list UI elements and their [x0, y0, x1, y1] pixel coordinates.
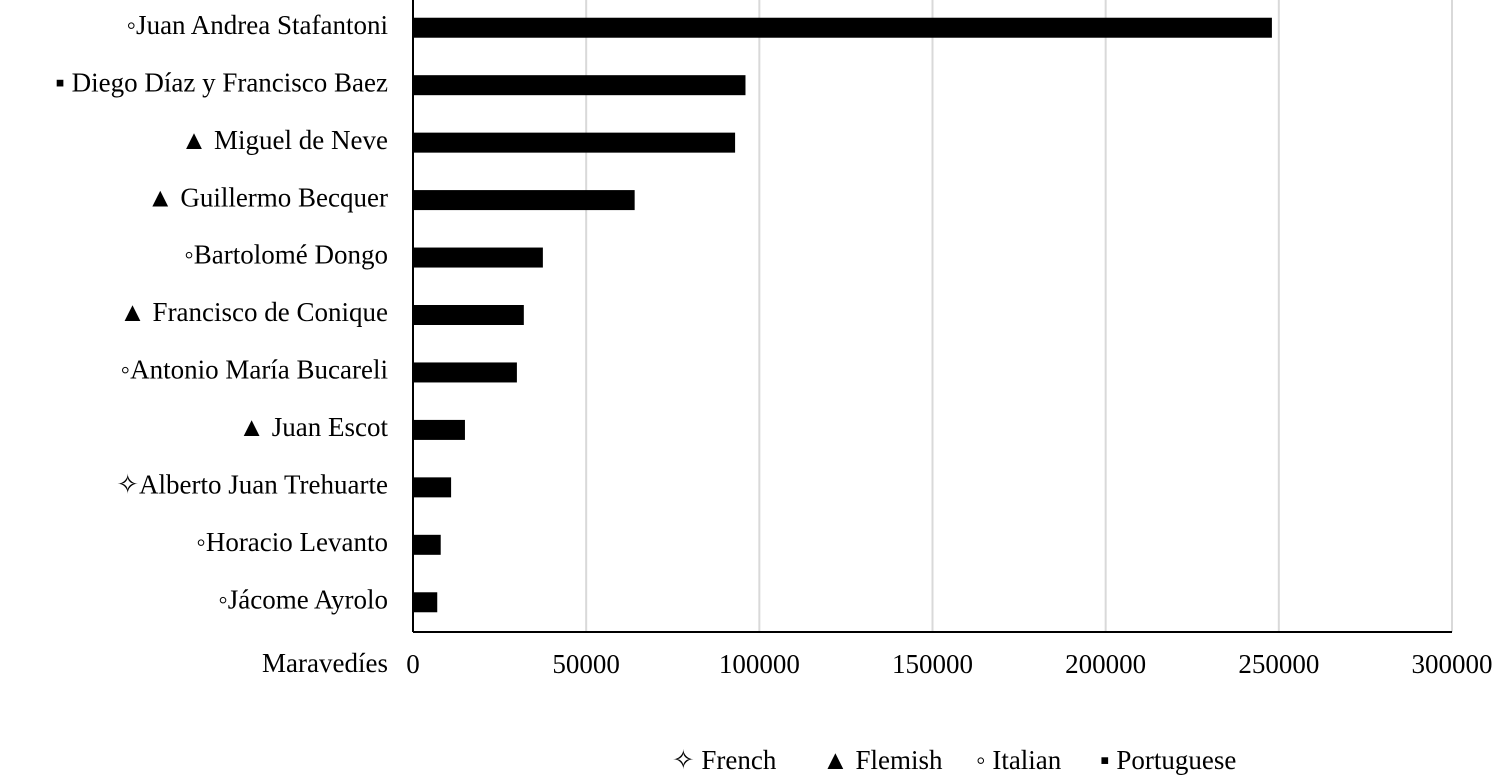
legend-entry: ▲ Flemish — [822, 745, 943, 775]
legend-entry: ✧ French — [672, 745, 777, 775]
bar — [413, 17, 1272, 38]
bar — [413, 247, 543, 268]
x-tick-label: 0 — [406, 649, 420, 679]
bar — [413, 592, 438, 613]
x-tick-label: 150000 — [892, 649, 973, 679]
legend-entry: ▪ Portuguese — [1100, 745, 1236, 775]
y-tick-label: ◦Antonio María Bucareli — [121, 355, 389, 385]
y-tick-label: ▲ Guillermo Becquer — [147, 182, 388, 212]
y-tick-label: ▪ Diego Díaz y Francisco Baez — [55, 67, 388, 97]
x-tick-label: 200000 — [1065, 649, 1146, 679]
bar — [413, 132, 736, 153]
bar — [413, 190, 635, 211]
y-tick-label: ◦Horacio Levanto — [196, 527, 388, 557]
x-tick-label: 50000 — [552, 649, 620, 679]
y-tick-label: ◦Juan Andrea Stafantoni — [126, 10, 388, 40]
bar — [413, 419, 465, 440]
x-tick-label: 100000 — [719, 649, 800, 679]
legend-entry: ◦ Italian — [976, 745, 1062, 775]
bar — [413, 534, 441, 555]
y-tick-label: ▲ Juan Escot — [238, 412, 388, 442]
x-tick-label: 300000 — [1412, 649, 1493, 679]
bar — [413, 362, 517, 383]
y-tick-label: ◦Bartolomé Dongo — [184, 240, 388, 270]
x-axis-label: Maravedíes — [262, 648, 388, 678]
y-tick-label: ✧Alberto Juan Trehuarte — [116, 470, 388, 500]
y-tick-label: ▲ Miguel de Neve — [181, 125, 388, 155]
bar — [413, 305, 524, 325]
bar — [413, 75, 746, 96]
y-tick-label: ▲ Francisco de Conique — [119, 297, 388, 327]
x-tick-label: 250000 — [1238, 649, 1319, 679]
y-tick-label: ◦Jácome Ayrolo — [218, 584, 388, 614]
bar — [413, 477, 452, 498]
